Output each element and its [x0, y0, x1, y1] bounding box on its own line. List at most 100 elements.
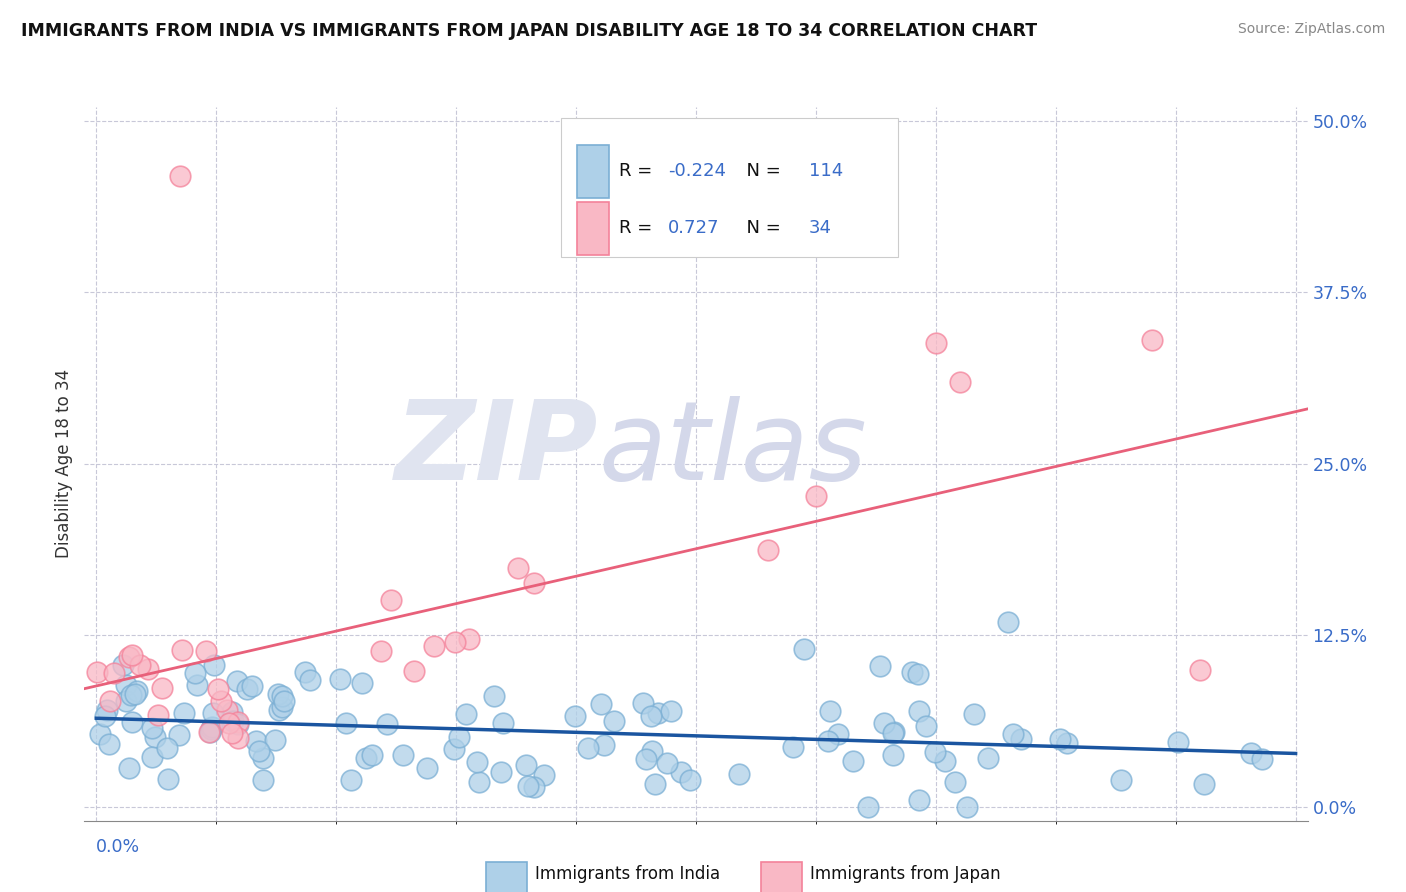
Point — [506, 561, 529, 575]
Point — [270, 690, 292, 704]
Point — [273, 694, 295, 708]
Point — [195, 644, 218, 658]
Point — [361, 747, 384, 762]
Text: 0.727: 0.727 — [668, 219, 720, 237]
Text: Source: ZipAtlas.com: Source: ZipAtlas.com — [1237, 22, 1385, 37]
Point — [827, 727, 849, 741]
Point — [86, 665, 108, 679]
Text: ZIP: ZIP — [395, 396, 598, 503]
Point — [124, 686, 146, 700]
Text: atlas: atlas — [598, 396, 866, 503]
Point — [647, 706, 669, 721]
Point — [97, 737, 120, 751]
Point — [515, 758, 537, 772]
Text: 34: 34 — [808, 219, 831, 237]
Point — [252, 751, 274, 765]
Point — [484, 689, 506, 703]
Point — [655, 756, 678, 770]
Point — [492, 716, 515, 731]
Point — [218, 716, 240, 731]
Point — [184, 666, 207, 681]
Point — [121, 648, 143, 662]
Point — [603, 714, 626, 729]
Point — [118, 761, 141, 775]
Point — [593, 738, 616, 752]
Point — [873, 716, 896, 731]
Text: N =: N = — [735, 219, 786, 237]
Text: IMMIGRANTS FROM INDIA VS IMMIGRANTS FROM JAPAN DISABILITY AGE 18 TO 34 CORRELATI: IMMIGRANTS FROM INDIA VS IMMIGRANTS FROM… — [21, 22, 1038, 40]
Point — [271, 700, 294, 714]
Point — [157, 772, 180, 787]
Point — [245, 734, 267, 748]
Point — [756, 543, 779, 558]
Point — [118, 650, 141, 665]
Point — [793, 642, 815, 657]
Point — [370, 643, 392, 657]
Point — [1001, 727, 1024, 741]
Point — [103, 666, 125, 681]
Point — [1049, 731, 1071, 746]
Point — [564, 709, 586, 723]
Point — [354, 750, 377, 764]
Text: N =: N = — [735, 162, 786, 180]
Point — [576, 740, 599, 755]
Point — [202, 657, 225, 672]
Point — [141, 721, 163, 735]
Point — [201, 720, 224, 734]
Point — [136, 662, 159, 676]
Point — [882, 747, 904, 762]
Point — [644, 777, 666, 791]
Point — [222, 714, 245, 728]
Text: 0.0%: 0.0% — [97, 838, 141, 856]
Point — [380, 593, 402, 607]
Point — [679, 773, 702, 788]
Point — [804, 489, 827, 503]
Point — [659, 704, 682, 718]
Y-axis label: Disability Age 18 to 34: Disability Age 18 to 34 — [55, 369, 73, 558]
Point — [1056, 735, 1078, 749]
Text: R =: R = — [619, 162, 658, 180]
Point — [901, 665, 924, 679]
Text: Immigrants from India: Immigrants from India — [534, 865, 720, 883]
Point — [934, 754, 956, 768]
Point — [167, 728, 190, 742]
Point — [522, 575, 544, 590]
Point — [728, 766, 751, 780]
Point — [1188, 663, 1211, 677]
Point — [329, 672, 352, 686]
Point — [267, 687, 290, 701]
Point — [962, 707, 984, 722]
Point — [533, 767, 555, 781]
FancyBboxPatch shape — [561, 118, 898, 257]
Point — [489, 764, 512, 779]
Point — [1109, 773, 1132, 788]
Point — [146, 707, 169, 722]
Point — [465, 756, 488, 770]
Point — [226, 714, 249, 729]
Text: 114: 114 — [808, 162, 842, 180]
Point — [96, 703, 118, 717]
Point — [221, 705, 243, 719]
Point — [640, 708, 662, 723]
Point — [391, 747, 413, 762]
Point — [198, 724, 221, 739]
Point — [914, 719, 936, 733]
Point — [198, 724, 221, 739]
Point — [209, 694, 232, 708]
Point — [943, 775, 966, 789]
Point — [127, 683, 149, 698]
Text: -0.224: -0.224 — [668, 162, 725, 180]
Point — [869, 658, 891, 673]
Point — [949, 375, 972, 389]
Point — [856, 800, 879, 814]
Point — [170, 643, 193, 657]
Point — [267, 703, 290, 717]
Point — [457, 632, 479, 646]
Point — [924, 745, 946, 759]
Point — [591, 697, 613, 711]
Point — [516, 779, 538, 793]
Point — [340, 772, 363, 787]
Point — [444, 635, 467, 649]
Text: Immigrants from Japan: Immigrants from Japan — [810, 865, 1000, 883]
Point — [294, 665, 316, 679]
